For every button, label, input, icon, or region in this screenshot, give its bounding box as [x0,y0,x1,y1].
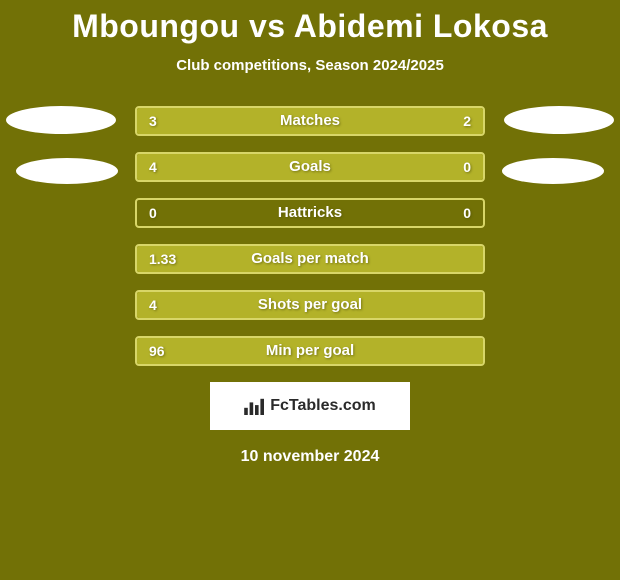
stat-row: 40Goals [135,152,485,182]
player-right-team-placeholder [502,158,604,184]
stat-label: Hattricks [137,200,483,226]
comparison-chart: 32Matches 40Goals 00Hattricks 1.33Goals per… [0,106,620,366]
stat-row: 96Min per goal [135,336,485,366]
page-title: Mboungou vs Abidemi Lokosa [0,0,620,45]
stat-row: 32Matches [135,106,485,136]
stat-label: Goals [137,154,483,180]
stat-row: 1.33Goals per match [135,244,485,274]
brand-box: FcTables.com [210,382,410,430]
player-left-team-placeholder [16,158,118,184]
brand-bars-icon [244,397,266,415]
player-left-avatar-placeholder [6,106,116,134]
player-right-avatar-placeholder [504,106,614,134]
stat-label: Goals per match [137,246,483,272]
stat-label: Min per goal [137,338,483,364]
date-label: 10 november 2024 [0,448,620,466]
page-subtitle: Club competitions, Season 2024/2025 [0,57,620,74]
stat-row: 4Shots per goal [135,290,485,320]
stat-bars-container: 32Matches 40Goals 00Hattricks 1.33Goals per… [135,106,485,366]
stat-row: 00Hattricks [135,198,485,228]
stat-label: Matches [137,108,483,134]
brand-label: FcTables.com [270,397,376,415]
stat-label: Shots per goal [137,292,483,318]
